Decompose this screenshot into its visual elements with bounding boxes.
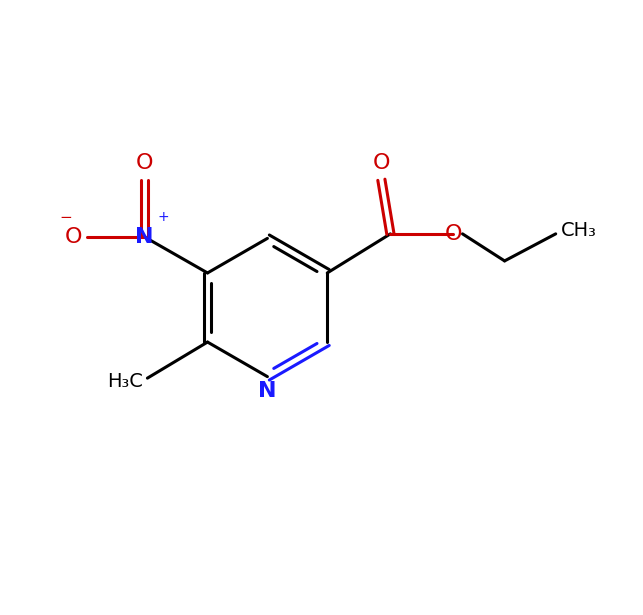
Text: N: N xyxy=(135,227,154,247)
Text: CH₃: CH₃ xyxy=(561,221,596,240)
Text: +: + xyxy=(158,210,169,224)
Text: O: O xyxy=(136,153,153,173)
Text: O: O xyxy=(372,153,390,173)
Text: O: O xyxy=(445,224,462,244)
Text: −: − xyxy=(59,210,71,225)
Text: N: N xyxy=(258,381,276,402)
Text: H₃C: H₃C xyxy=(107,371,143,391)
Text: O: O xyxy=(65,227,82,247)
